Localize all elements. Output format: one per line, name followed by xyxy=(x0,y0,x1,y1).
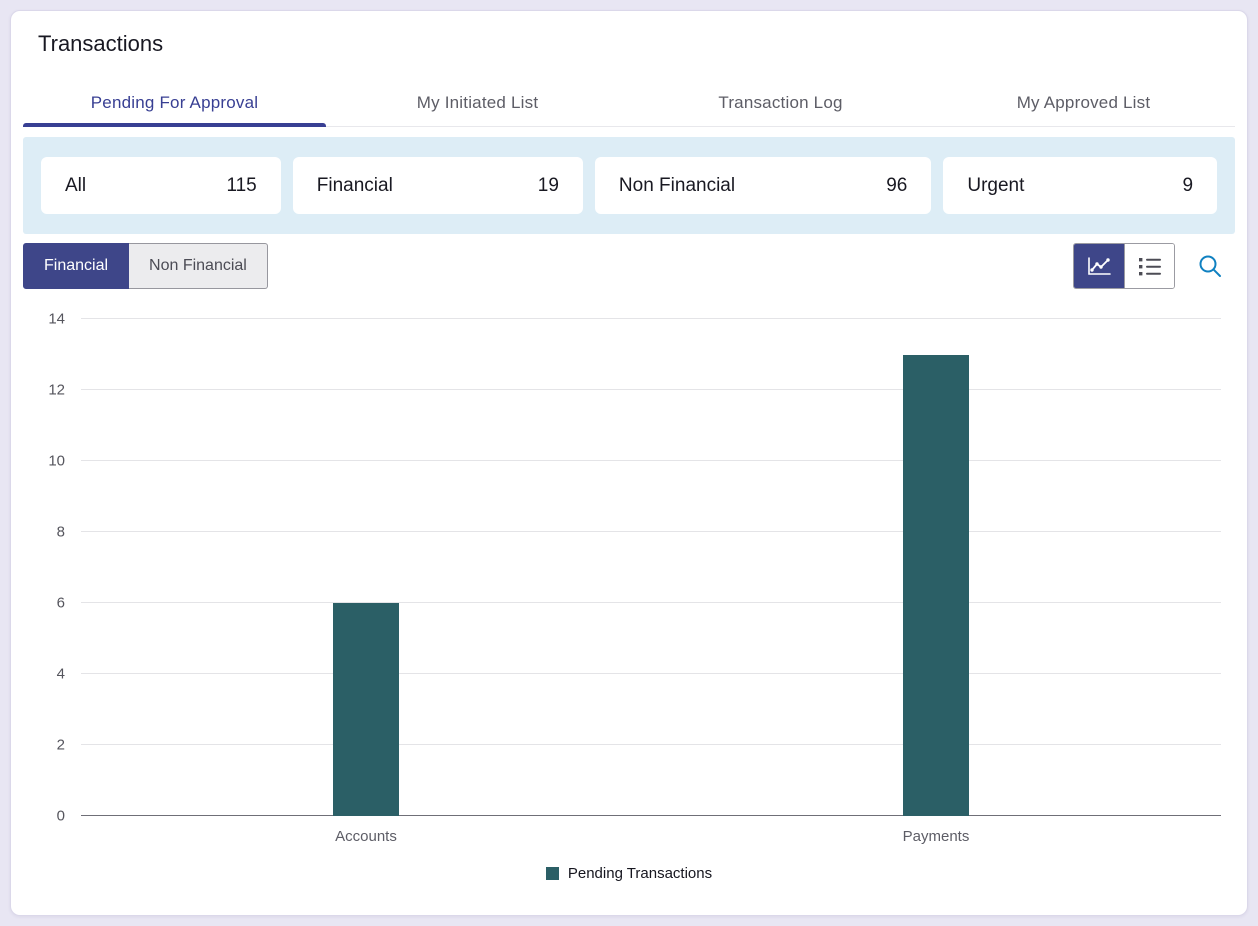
page-title: Transactions xyxy=(38,31,164,56)
gridline xyxy=(81,318,1221,319)
filter-count: 19 xyxy=(537,174,559,196)
search-icon xyxy=(1197,253,1223,279)
financial-toggle: Financial Non Financial xyxy=(23,243,268,289)
x-axis-label: Accounts xyxy=(335,828,397,845)
y-tick-label: 10 xyxy=(48,452,65,470)
gridline xyxy=(81,460,1221,461)
filter-card-non-financial[interactable]: Non Financial 96 xyxy=(594,157,932,214)
filter-label: All xyxy=(65,174,87,196)
line-chart-icon xyxy=(1086,256,1112,277)
legend-swatch xyxy=(545,867,559,880)
chart-plot xyxy=(81,318,1221,816)
view-toggle-group xyxy=(1073,243,1175,289)
gridline xyxy=(81,815,1221,816)
legend-label: Pending Transactions xyxy=(567,865,713,882)
x-axis: Accounts Payments xyxy=(81,828,1221,845)
gridline xyxy=(81,744,1221,745)
bar-accounts[interactable] xyxy=(333,603,399,816)
y-tick-label: 8 xyxy=(56,523,65,541)
filter-card-all[interactable]: All 115 xyxy=(41,157,281,214)
tab-pending-for-approval[interactable]: Pending For Approval xyxy=(23,79,326,127)
filter-count: 96 xyxy=(886,174,908,196)
bars-container xyxy=(81,319,1221,816)
gridline xyxy=(81,673,1221,674)
y-tick-label: 12 xyxy=(48,381,65,399)
tab-my-approved-list[interactable]: My Approved List xyxy=(1016,92,1151,112)
bar-payments[interactable] xyxy=(903,354,969,816)
chart-view-button[interactable] xyxy=(1074,244,1124,288)
list-view-button[interactable] xyxy=(1124,244,1174,288)
chart-controls: Financial Non Financial xyxy=(23,243,1235,289)
transactions-card: Transactions Pending For Approval My Ini… xyxy=(10,10,1248,916)
y-tick-label: 14 xyxy=(48,310,65,328)
filter-count: 115 xyxy=(226,174,257,196)
filter-label: Non Financial xyxy=(618,174,736,196)
y-tick-label: 0 xyxy=(56,807,65,825)
y-tick-label: 6 xyxy=(56,594,65,612)
filter-count: 9 xyxy=(1182,174,1194,196)
chart-legend: Pending Transactions xyxy=(23,865,1235,882)
gridline xyxy=(81,531,1221,532)
x-axis-label: Payments xyxy=(902,828,970,845)
filter-card-financial[interactable]: Financial 19 xyxy=(292,157,583,214)
tab-my-initiated-list[interactable]: My Initiated List xyxy=(416,92,539,112)
filter-card-urgent[interactable]: Urgent 9 xyxy=(943,157,1218,214)
gridline xyxy=(81,389,1221,390)
tab-transaction-log[interactable]: Transaction Log xyxy=(718,92,843,112)
gridline xyxy=(81,602,1221,603)
filter-label: Urgent xyxy=(967,174,1025,196)
y-tick-label: 4 xyxy=(56,665,65,683)
y-axis: 0 2 4 6 8 10 12 14 xyxy=(23,311,81,825)
bar-chart: 0 2 4 6 8 10 12 14 xyxy=(23,311,1235,825)
list-icon xyxy=(1138,257,1162,276)
tab-bar: Pending For Approval My Initiated List T… xyxy=(23,79,1235,127)
non-financial-toggle-button[interactable]: Non Financial xyxy=(129,243,268,289)
summary-filter-band: All 115 Financial 19 Non Financial 96 Ur… xyxy=(23,137,1235,234)
financial-toggle-button[interactable]: Financial xyxy=(23,243,130,289)
search-button[interactable] xyxy=(1197,253,1223,279)
y-tick-label: 2 xyxy=(56,736,65,754)
filter-label: Financial xyxy=(316,174,393,196)
